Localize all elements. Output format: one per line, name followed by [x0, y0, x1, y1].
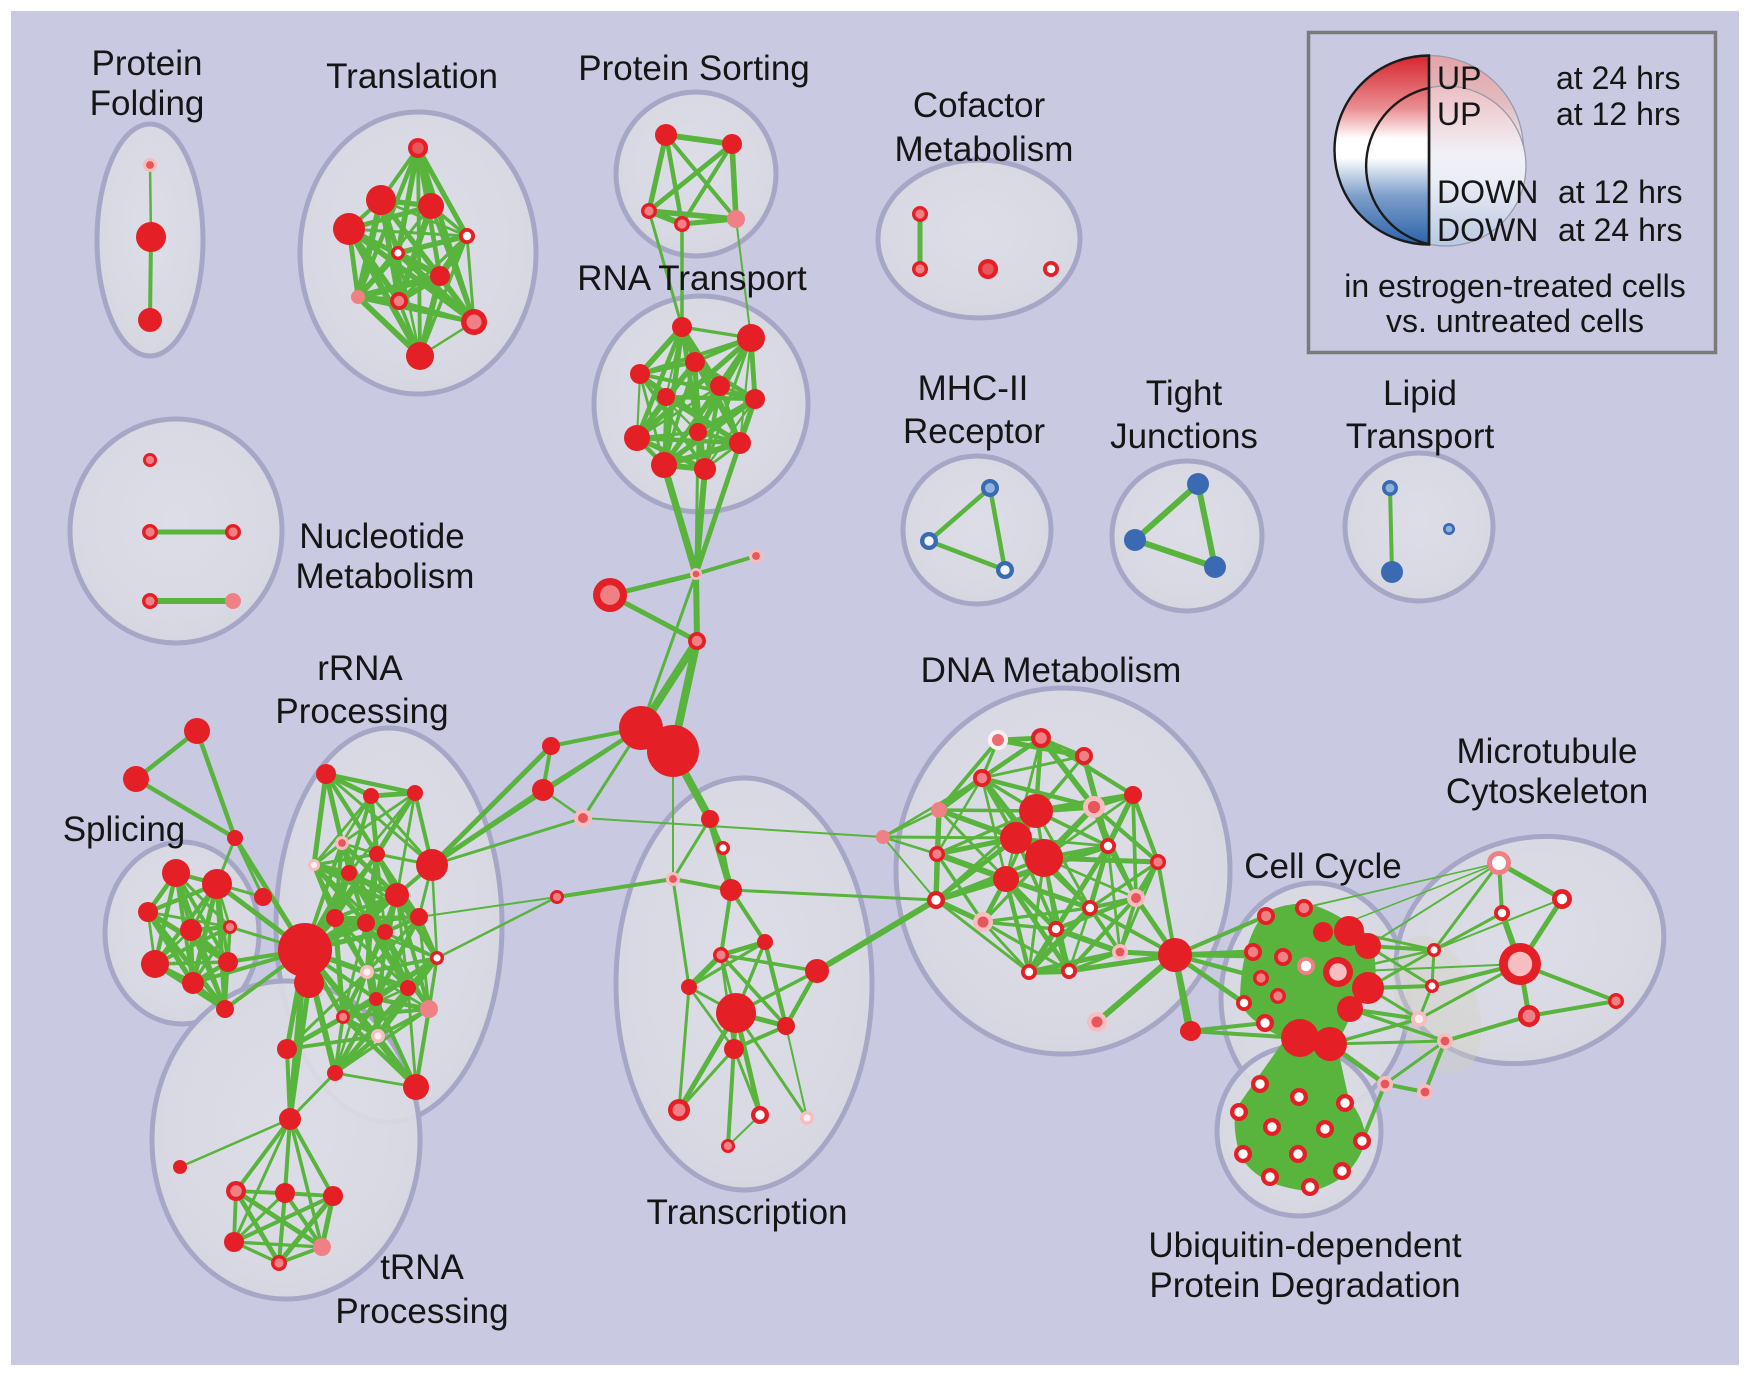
- svg-text:Transcription: Transcription: [647, 1193, 848, 1232]
- svg-text:Protein Degradation: Protein Degradation: [1149, 1266, 1460, 1305]
- svg-text:DOWN: DOWN: [1437, 212, 1538, 248]
- svg-text:at 12 hrs: at 12 hrs: [1556, 96, 1681, 132]
- svg-text:Translation: Translation: [326, 57, 498, 96]
- svg-text:at 12 hrs: at 12 hrs: [1558, 174, 1683, 210]
- svg-text:vs. untreated cells: vs. untreated cells: [1386, 303, 1644, 339]
- svg-text:Protein Sorting: Protein Sorting: [578, 49, 810, 88]
- svg-text:tRNA: tRNA: [380, 1248, 464, 1287]
- svg-text:Processing: Processing: [335, 1292, 508, 1331]
- svg-text:Cell Cycle: Cell Cycle: [1244, 847, 1402, 886]
- svg-text:Ubiquitin-dependent: Ubiquitin-dependent: [1148, 1226, 1462, 1265]
- svg-text:Metabolism: Metabolism: [895, 130, 1074, 169]
- svg-text:Receptor: Receptor: [903, 412, 1045, 451]
- svg-text:RNA Transport: RNA Transport: [577, 259, 807, 298]
- svg-text:at 24 hrs: at 24 hrs: [1558, 212, 1683, 248]
- svg-text:Cytoskeleton: Cytoskeleton: [1446, 772, 1648, 811]
- svg-text:UP: UP: [1437, 96, 1481, 132]
- svg-text:DOWN: DOWN: [1437, 174, 1538, 210]
- svg-text:Splicing: Splicing: [63, 810, 186, 849]
- svg-text:Folding: Folding: [90, 84, 205, 123]
- svg-text:Junctions: Junctions: [1110, 417, 1258, 456]
- svg-text:rRNA: rRNA: [317, 649, 403, 688]
- svg-text:UP: UP: [1437, 60, 1481, 96]
- svg-text:Lipid: Lipid: [1383, 374, 1457, 413]
- svg-text:Cofactor: Cofactor: [913, 86, 1046, 125]
- svg-text:Protein: Protein: [92, 44, 203, 83]
- svg-text:Processing: Processing: [275, 692, 448, 731]
- svg-text:DNA Metabolism: DNA Metabolism: [921, 651, 1182, 690]
- svg-text:MHC-II: MHC-II: [918, 369, 1029, 408]
- svg-text:Nucleotide: Nucleotide: [299, 517, 464, 556]
- svg-text:Microtubule: Microtubule: [1457, 732, 1638, 771]
- svg-text:Metabolism: Metabolism: [296, 557, 475, 596]
- svg-text:Tight: Tight: [1146, 374, 1223, 413]
- svg-text:at 24 hrs: at 24 hrs: [1556, 60, 1681, 96]
- svg-text:Transport: Transport: [1346, 417, 1495, 456]
- svg-text:in estrogen-treated cells: in estrogen-treated cells: [1344, 268, 1686, 304]
